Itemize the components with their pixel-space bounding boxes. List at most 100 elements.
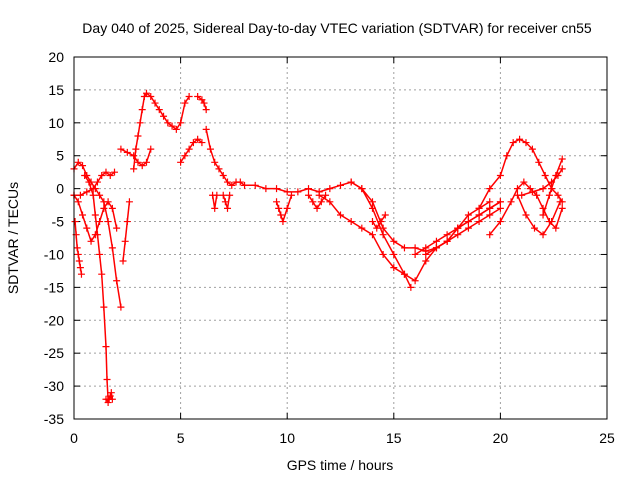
data-point bbox=[545, 191, 553, 199]
data-point bbox=[347, 218, 355, 226]
data-point bbox=[113, 224, 121, 232]
data-point bbox=[322, 191, 330, 199]
data-point bbox=[102, 343, 110, 351]
data-point bbox=[381, 211, 389, 219]
series-line bbox=[318, 194, 502, 282]
y-axis-title: SDTVAR / TECUs bbox=[5, 182, 21, 294]
data-point bbox=[520, 178, 528, 186]
data-point bbox=[100, 204, 108, 212]
data-point bbox=[211, 158, 219, 166]
data-point bbox=[552, 171, 560, 179]
series-trace-26 bbox=[539, 155, 566, 219]
data-point bbox=[496, 204, 504, 212]
data-point bbox=[368, 198, 376, 206]
data-point bbox=[111, 168, 119, 176]
data-point bbox=[172, 125, 180, 133]
data-point bbox=[215, 165, 223, 173]
series-line bbox=[205, 128, 502, 252]
data-point bbox=[486, 185, 494, 193]
data-point bbox=[155, 106, 163, 114]
data-point bbox=[105, 395, 113, 403]
data-point bbox=[104, 218, 112, 226]
data-point bbox=[185, 145, 193, 153]
series-line bbox=[542, 158, 563, 216]
y-tick-label: -10 bbox=[44, 246, 64, 262]
data-point bbox=[98, 171, 106, 179]
data-point bbox=[464, 218, 472, 226]
data-point bbox=[132, 145, 140, 153]
data-point bbox=[283, 188, 291, 196]
data-point bbox=[130, 165, 138, 173]
data-point bbox=[407, 283, 415, 291]
data-point bbox=[91, 211, 99, 219]
data-point bbox=[228, 181, 236, 189]
data-point bbox=[81, 171, 89, 179]
data-point bbox=[74, 158, 82, 166]
data-point bbox=[513, 185, 521, 193]
data-point bbox=[315, 191, 323, 199]
data-point bbox=[516, 135, 524, 143]
data-point bbox=[503, 152, 511, 160]
data-point bbox=[181, 152, 189, 160]
data-point bbox=[273, 185, 281, 193]
data-point bbox=[136, 119, 144, 127]
data-point bbox=[277, 211, 285, 219]
series-line bbox=[371, 214, 387, 229]
data-point bbox=[74, 198, 82, 206]
series-trace-5 bbox=[81, 171, 112, 403]
data-point bbox=[273, 198, 281, 206]
data-point bbox=[305, 191, 313, 199]
data-point bbox=[379, 250, 387, 258]
data-point bbox=[539, 211, 547, 219]
data-point bbox=[113, 277, 121, 285]
data-point bbox=[486, 211, 494, 219]
y-tick-label: -5 bbox=[52, 214, 65, 230]
data-point bbox=[326, 198, 334, 206]
plot-frame bbox=[73, 56, 608, 420]
data-point bbox=[74, 250, 82, 258]
x-tick-label: 5 bbox=[177, 430, 185, 446]
series-trace-16 bbox=[305, 191, 330, 212]
data-point bbox=[262, 185, 270, 193]
data-point bbox=[194, 92, 202, 100]
series-layer bbox=[70, 89, 566, 407]
data-point bbox=[486, 204, 494, 212]
y-tick-label: 5 bbox=[56, 148, 64, 164]
data-point bbox=[531, 224, 539, 232]
data-point bbox=[464, 211, 472, 219]
data-point bbox=[75, 257, 83, 265]
data-point bbox=[104, 399, 112, 407]
x-tick-label: 15 bbox=[386, 430, 402, 446]
data-point bbox=[522, 139, 530, 147]
data-point bbox=[121, 237, 129, 245]
data-point bbox=[93, 231, 101, 239]
data-point bbox=[125, 198, 133, 206]
data-point bbox=[539, 231, 547, 239]
data-point bbox=[552, 224, 560, 232]
data-point bbox=[411, 244, 419, 252]
data-point bbox=[390, 264, 398, 272]
data-point bbox=[535, 158, 543, 166]
x-tick-label: 0 bbox=[70, 430, 78, 446]
y-tick-label: 10 bbox=[48, 115, 64, 131]
data-point bbox=[73, 244, 81, 252]
data-point bbox=[211, 204, 219, 212]
data-point bbox=[486, 231, 494, 239]
data-point bbox=[556, 198, 564, 206]
data-point bbox=[224, 204, 232, 212]
series-trace-22 bbox=[475, 135, 566, 212]
data-point bbox=[89, 191, 97, 199]
data-point bbox=[443, 231, 451, 239]
series-trace-4 bbox=[71, 218, 85, 278]
y-tick-label: 0 bbox=[56, 181, 64, 197]
data-point bbox=[337, 181, 344, 189]
data-point bbox=[317, 198, 325, 206]
data-point bbox=[496, 218, 504, 226]
tick-layer: 0 5 10 15 20 25 20 15 10 5 0 -5 -10 -15 -20 -25 -30 -35 bbox=[44, 49, 615, 446]
data-point bbox=[411, 277, 419, 285]
chart-title: Day 040 of 2025, Sidereal Day-to-day VTE… bbox=[82, 20, 592, 36]
data-point bbox=[142, 158, 150, 166]
data-point bbox=[275, 204, 283, 212]
series-line bbox=[196, 95, 207, 111]
data-point bbox=[194, 135, 202, 143]
